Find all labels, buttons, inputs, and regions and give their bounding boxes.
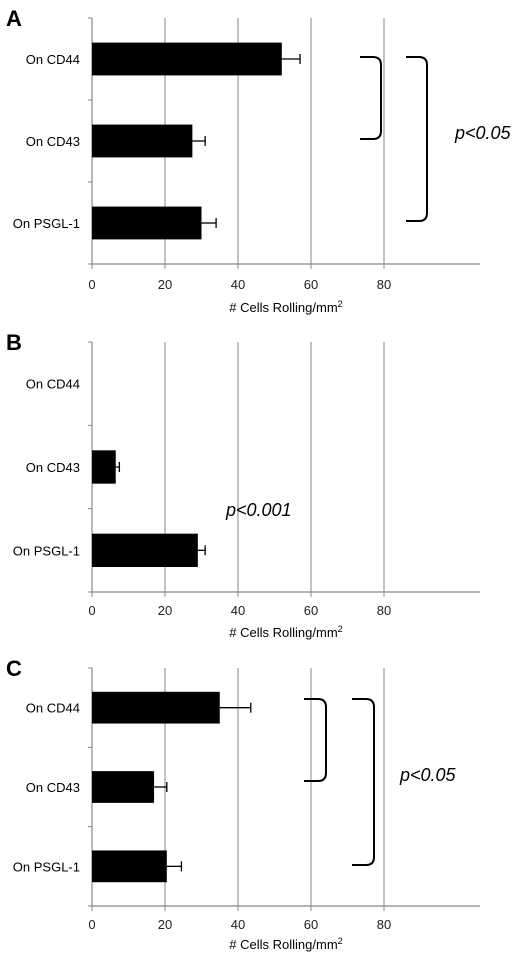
- panel-letter: C: [6, 656, 22, 681]
- bar: [92, 124, 193, 158]
- x-tick-label: 0: [88, 917, 95, 932]
- significance-label: p<0.05: [399, 765, 457, 785]
- x-tick-label: 0: [88, 603, 95, 618]
- panel-letter: B: [6, 330, 22, 355]
- bar: [92, 771, 155, 803]
- x-tick-label: 20: [158, 917, 172, 932]
- category-label: On CD43: [26, 780, 80, 795]
- chart-panel-a: A 0 20 40 60 80 On CD44 On CD43 On PSGL-1 # Cells…: [6, 6, 512, 315]
- significance-bracket: [406, 56, 428, 222]
- chart-panel-b: B 0 20 40 60 80 On CD44 On CD43 On PSGL-1 # Cells…: [6, 330, 480, 640]
- chart-panel-c: C 0 20 40 60 80 On CD44 On CD43 On PSGL-1 # Cells…: [6, 656, 480, 952]
- x-tick-label: 40: [231, 277, 245, 292]
- x-tick-label: 80: [377, 603, 391, 618]
- category-label: On CD44: [26, 377, 80, 392]
- x-tick-label: 60: [304, 917, 318, 932]
- category-label: On PSGL-1: [13, 859, 80, 874]
- x-axis-title: # Cells Rolling/mm2: [229, 624, 342, 640]
- x-tick-label: 60: [304, 277, 318, 292]
- significance-label: p<0.001: [225, 500, 292, 520]
- x-tick-label: 20: [158, 603, 172, 618]
- x-tick-label: 40: [231, 917, 245, 932]
- bar: [92, 42, 282, 76]
- x-tick-label: 80: [377, 277, 391, 292]
- x-tick-label: 0: [88, 277, 95, 292]
- x-tick-label: 20: [158, 277, 172, 292]
- category-label: On PSGL-1: [13, 543, 80, 558]
- significance-bracket: [304, 698, 327, 782]
- category-label: On CD44: [26, 52, 80, 67]
- panel-letter: A: [6, 6, 22, 31]
- bar: [92, 450, 116, 484]
- category-label: On CD43: [26, 460, 80, 475]
- bar: [92, 533, 198, 567]
- bar: [92, 691, 220, 724]
- significance-bracket: [360, 56, 382, 140]
- x-tick-label: 40: [231, 603, 245, 618]
- category-label: On CD43: [26, 134, 80, 149]
- significance-bracket: [352, 698, 375, 866]
- significance-label: p<0.05: [454, 123, 512, 143]
- bar: [92, 206, 202, 240]
- x-tick-label: 60: [304, 603, 318, 618]
- x-axis-title: # Cells Rolling/mm2: [229, 299, 342, 315]
- x-axis-title: # Cells Rolling/mm2: [229, 936, 342, 952]
- x-tick-label: 80: [377, 917, 391, 932]
- category-label: On PSGL-1: [13, 216, 80, 231]
- category-label: On CD44: [26, 701, 80, 716]
- bar: [92, 850, 167, 883]
